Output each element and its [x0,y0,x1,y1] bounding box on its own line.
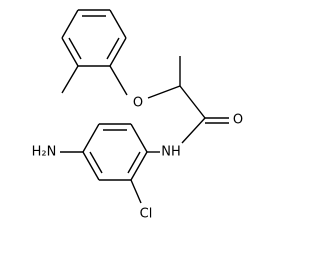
atom-label: Cl [140,207,153,222]
atom-label: NH [161,145,181,160]
atom-label: H₂N [32,145,57,160]
structure-diagram: O O NH H₂N Cl [32,9,243,222]
atom-label: O [233,113,243,128]
atom-label: O [133,96,143,111]
bonds [60,9,229,204]
